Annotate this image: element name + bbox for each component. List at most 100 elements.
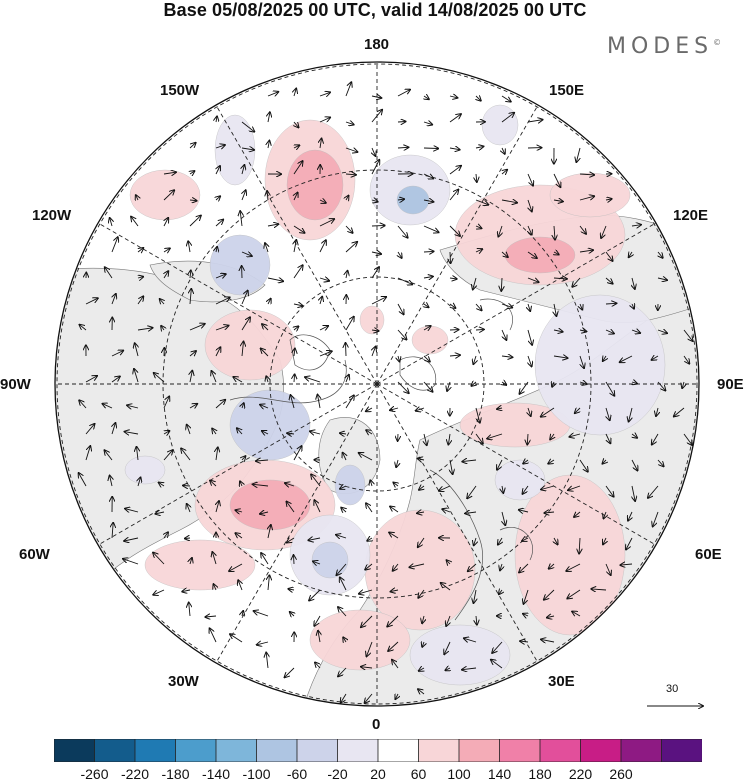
wind-vector (605, 330, 614, 334)
colorbar-swatch (175, 739, 217, 762)
wind-vector (522, 538, 529, 541)
wind-vector (657, 381, 665, 391)
wind-vector (366, 503, 373, 513)
wind-vector (523, 485, 529, 494)
coastline (399, 356, 437, 391)
wind-vector (631, 459, 638, 471)
wind-vector (464, 638, 477, 642)
colorbar-swatch (377, 739, 420, 762)
wind-vector (163, 248, 170, 252)
wind-vector (566, 563, 581, 571)
wind-vector (125, 432, 139, 434)
colorbar-swatch (418, 739, 460, 762)
wind-vector (528, 303, 530, 311)
colorbar-swatch (539, 739, 582, 762)
wind-vector (318, 631, 320, 643)
wind-vector (465, 512, 477, 513)
wind-vector (473, 277, 476, 289)
wind-vector (579, 225, 586, 234)
meridian-line (376, 383, 539, 664)
wind-vector (652, 433, 659, 445)
wind-vector (236, 510, 243, 512)
meridian-label-180: 180 (364, 36, 390, 53)
wind-vector (416, 408, 425, 411)
wind-vector (422, 642, 424, 647)
wind-vector (182, 590, 191, 592)
wind-vector (476, 96, 481, 101)
wind-vector (285, 483, 295, 486)
wind-vector (462, 460, 477, 462)
wind-vector (319, 326, 328, 330)
wind-vector (418, 459, 425, 461)
wind-vector (123, 559, 139, 565)
anomaly-patch (144, 539, 256, 591)
wind-vector (287, 433, 295, 434)
wind-vector (371, 252, 381, 254)
wind-vector (397, 381, 409, 393)
colorbar-swatch (620, 739, 663, 762)
wind-vector (313, 561, 321, 564)
wind-vector (105, 267, 113, 279)
colorbar-tick-label: -260 (80, 766, 109, 782)
wind-vector (657, 330, 667, 333)
wind-vector (475, 433, 483, 443)
colorbar-tick-label: -180 (161, 766, 190, 782)
wind-vector (449, 96, 457, 98)
wind-vector (241, 291, 248, 305)
wind-vector (620, 355, 633, 362)
wind-vector (447, 381, 450, 391)
wind-vector (474, 537, 476, 545)
wind-vector (397, 147, 408, 148)
wind-vector (293, 265, 303, 279)
anomaly-patch (364, 509, 476, 631)
wind-vector (474, 589, 477, 603)
wind-vector (389, 533, 399, 539)
wind-vector (294, 240, 296, 253)
wind-vector (216, 447, 218, 461)
wind-vector (541, 407, 555, 417)
wind-vector (260, 405, 269, 408)
wind-vector (605, 485, 614, 497)
wind-vector (450, 459, 453, 474)
wind-vector (527, 251, 537, 258)
anomaly-patch (411, 325, 449, 355)
wind-vector (315, 663, 320, 669)
wind-vector (308, 538, 321, 540)
wind-vector (319, 351, 332, 357)
wind-vector (423, 326, 431, 330)
wind-vector (285, 667, 295, 677)
wind-vector (110, 476, 112, 487)
wind-vector (345, 174, 356, 175)
wind-vector (576, 147, 580, 162)
wind-vector (242, 165, 244, 175)
wind-vector (212, 552, 216, 565)
wind-vector (124, 538, 139, 541)
wind-vector (447, 560, 450, 564)
wind-vector (567, 589, 581, 599)
wind-vector (520, 381, 529, 394)
wind-vector (189, 404, 197, 408)
wind-vector (553, 356, 568, 358)
wind-vector (210, 628, 217, 643)
wind-vector (450, 251, 451, 263)
colorbar-swatch (337, 739, 379, 762)
wind-vector (163, 190, 174, 201)
wind-vector (439, 485, 451, 491)
wind-vector (554, 225, 555, 240)
wind-vector (393, 483, 398, 487)
wind-vector (164, 532, 168, 539)
wind-vector (523, 460, 528, 464)
wind-vector (267, 278, 283, 281)
wind-vector (449, 225, 460, 236)
anomaly-patch (229, 389, 311, 461)
wind-vector (448, 433, 450, 445)
wind-vector (290, 612, 294, 616)
wind-vector (336, 535, 347, 538)
wind-vector (345, 225, 353, 233)
wind-vector (294, 145, 299, 148)
wind-vector (475, 407, 480, 423)
wind-vector (423, 174, 433, 178)
wind-vector (603, 537, 606, 544)
anomaly-patch (534, 294, 666, 436)
wind-vector (214, 584, 217, 591)
